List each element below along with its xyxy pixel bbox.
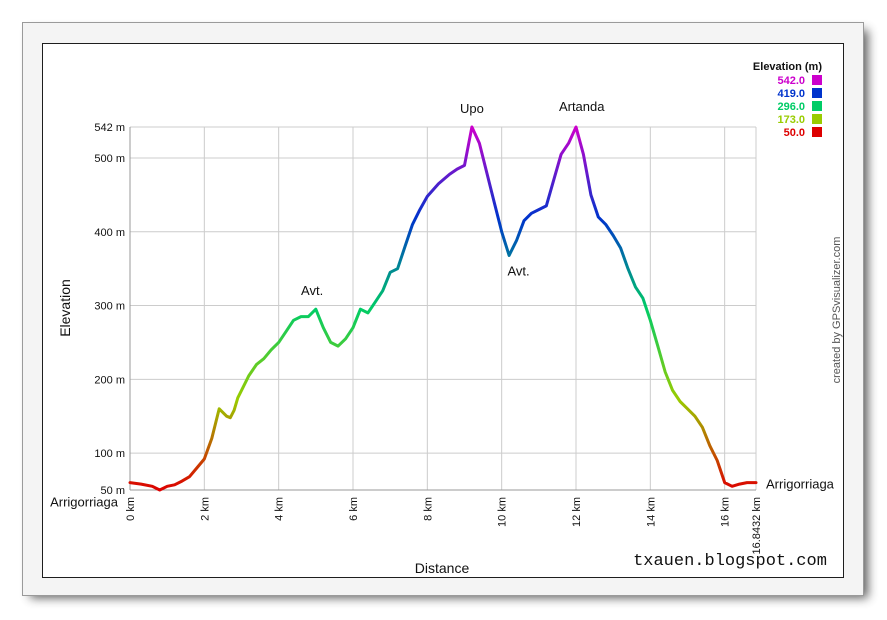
legend-entry-label: 50.0: [784, 127, 805, 139]
x-tick-label: 2 km: [199, 497, 211, 521]
annotation-label: Avt.: [507, 263, 529, 278]
plot-area: [130, 127, 756, 490]
annotation-label: Upo: [460, 101, 484, 116]
y-tick-label: 500 m: [94, 153, 125, 165]
grid: [130, 126, 757, 490]
legend-swatch: [812, 88, 822, 98]
y-tick-label: 50 m: [101, 485, 125, 497]
legend-entry-label: 173.0: [777, 114, 805, 126]
legend-swatch: [812, 127, 822, 137]
credit-text: created by GPSvisualizer.com: [831, 237, 843, 384]
y-tick-label: 400 m: [94, 227, 125, 239]
x-tick-label: 16.8432 km: [751, 497, 763, 554]
x-tick-labels: 0 km 2 km 4 km 6 km 8 km 10 km 12 km 14 km 16 km…: [125, 497, 763, 554]
y-tick-label: 200 m: [94, 374, 125, 386]
x-axis-title: Distance: [415, 560, 470, 576]
legend-swatch: [812, 114, 822, 124]
x-tick-label: 16 km: [720, 497, 732, 527]
annotation-label: Avt.: [301, 283, 323, 298]
legend-entry-label: 419.0: [777, 88, 805, 100]
watermark-text: txauen.blogspot.com: [633, 552, 827, 571]
y-axis-title: Elevation: [57, 279, 73, 337]
y-tick-labels: 542 m 500 m 400 m 300 m 200 m 100 m 50 m: [94, 122, 125, 497]
x-tick-label: 10 km: [497, 497, 509, 527]
legend-entry-label: 296.0: [777, 101, 805, 113]
legend-entry-label: 542.0: [777, 75, 805, 87]
x-tick-label: 0 km: [125, 497, 137, 521]
annotation-label: Artanda: [559, 99, 605, 114]
legend-swatch: [812, 101, 822, 111]
x-tick-label: 8 km: [422, 497, 434, 521]
legend-swatch: [812, 75, 822, 85]
x-tick-label: 14 km: [645, 497, 657, 527]
x-tick-label: 6 km: [348, 497, 360, 521]
y-tick-label: 100 m: [94, 448, 125, 460]
x-tick-label: 12 km: [571, 497, 583, 527]
x-tick-label: 4 km: [274, 497, 286, 521]
elevation-series-line: [128, 125, 758, 492]
axes: [129, 127, 756, 491]
y-tick-label: 300 m: [94, 301, 125, 313]
annotation-label: Arrigorriaga: [50, 495, 119, 510]
legend-title: Elevation (m): [753, 61, 822, 73]
annotations: Upo Artanda Avt. Avt. Arrigorriaga Arrigorria…: [49, 98, 836, 511]
annotation-label: Arrigorriaga: [766, 477, 835, 492]
y-tick-label: 542 m: [94, 122, 125, 134]
